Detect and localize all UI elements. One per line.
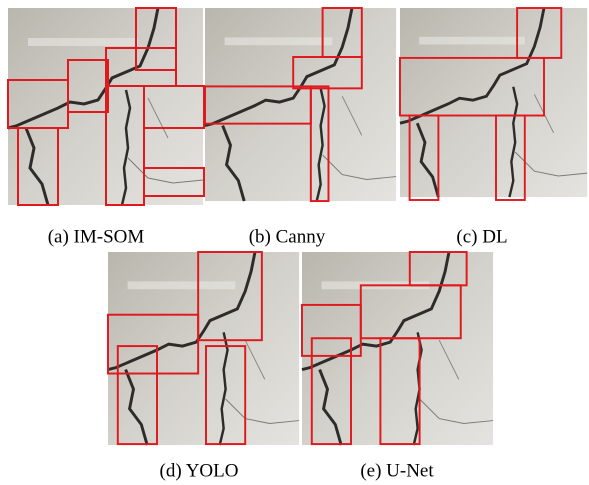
crack-image (400, 8, 587, 200)
crack-image (302, 252, 493, 445)
concrete-photo (205, 8, 396, 201)
caption: (e) U-Net (360, 460, 434, 481)
caption: (b) Canny (249, 226, 326, 247)
crack-image (205, 8, 396, 201)
crack-image (8, 8, 204, 205)
concrete-photo (108, 252, 299, 445)
crack-image (108, 252, 299, 445)
concrete-photo (400, 8, 587, 197)
concrete-photo (302, 252, 493, 445)
caption: (a) IM-SOM (48, 226, 145, 247)
caption: (c) DL (456, 226, 507, 247)
caption: (d) YOLO (160, 460, 239, 481)
figure: (a) IM-SOM (b) Canny (c) DL (d) YOLO (e)… (0, 0, 589, 485)
